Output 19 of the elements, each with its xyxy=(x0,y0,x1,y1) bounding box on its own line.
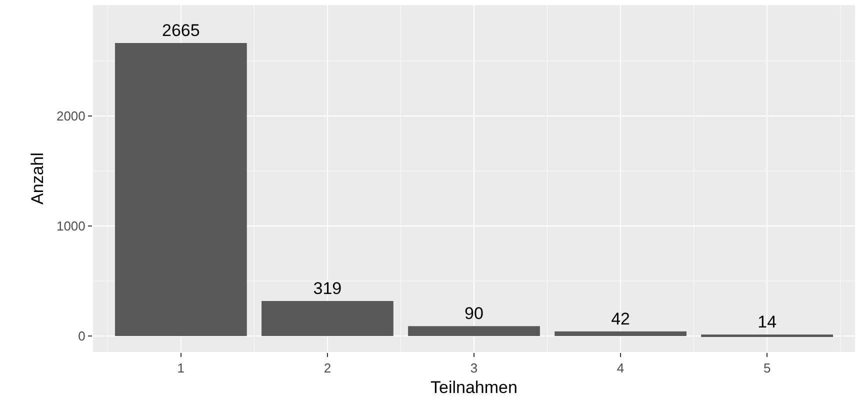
data-label: 2665 xyxy=(162,20,200,40)
x-tick-label: 2 xyxy=(324,360,332,376)
x-tick-label: 1 xyxy=(177,360,185,376)
data-label: 14 xyxy=(758,312,777,332)
y-axis-title: Anzahl xyxy=(28,152,48,204)
y-tick-label: 1000 xyxy=(56,218,86,234)
x-tick-label: 5 xyxy=(763,360,771,376)
bar xyxy=(408,326,540,336)
bar xyxy=(262,300,394,336)
data-label: 42 xyxy=(611,309,630,328)
data-label: 319 xyxy=(313,278,342,298)
x-tick-label: 3 xyxy=(470,360,478,376)
data-label: 90 xyxy=(464,304,484,324)
x-axis-title: Teilnahmen xyxy=(430,378,518,397)
y-tick-label: 2000 xyxy=(56,108,86,124)
bar xyxy=(554,331,686,336)
y-tick-label: 0 xyxy=(78,328,86,344)
bar xyxy=(114,42,247,336)
x-tick-label: 4 xyxy=(616,360,624,376)
